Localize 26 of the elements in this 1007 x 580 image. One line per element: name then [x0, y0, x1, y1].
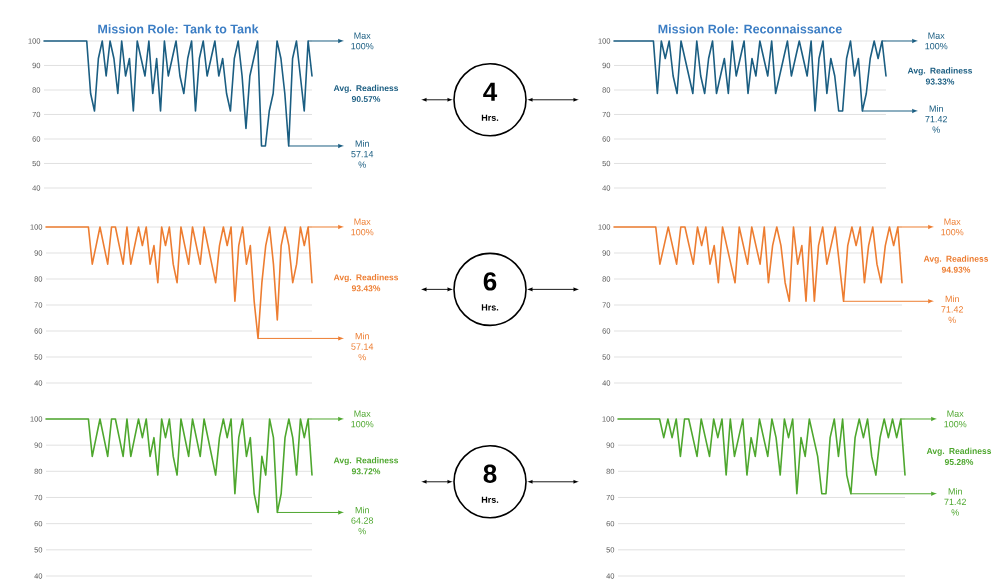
text: Avg. Readiness 93.72%: [333, 457, 399, 475]
text: Max 100%: [925, 32, 948, 50]
text: Max 100%: [351, 218, 374, 236]
text: Avg. Readiness 95.28%: [926, 447, 992, 465]
text: 6: [483, 272, 497, 291]
text: Min 57.14 %: [351, 332, 374, 361]
text: Hrs.: [481, 496, 499, 503]
text: Max 100%: [351, 32, 374, 50]
text: Avg. Readiness 93.33%: [907, 67, 973, 85]
text: Max 100%: [944, 410, 967, 428]
text: Hrs.: [481, 114, 499, 121]
text: Min 71.42 %: [925, 105, 947, 133]
text: 4: [483, 82, 498, 101]
text: Max 100%: [351, 410, 374, 428]
text: Min 71.42 %: [944, 487, 966, 516]
text: Min 57.14 %: [351, 140, 374, 168]
text: Min 71.42 %: [941, 295, 963, 324]
text: Avg. Readiness 93.43%: [333, 274, 399, 292]
text: Min 64.28 %: [351, 506, 374, 535]
text: Avg. Readiness 94.93%: [923, 255, 989, 273]
text: 8: [483, 464, 497, 483]
chart-title: Mission Role: Reconnaissance: [658, 24, 842, 34]
text: Avg. Readiness 90.57%: [333, 84, 399, 103]
text: Hrs.: [481, 304, 499, 311]
chart-title: Mission Role: Tank to Tank: [98, 24, 259, 34]
text: Max 100%: [941, 218, 964, 236]
